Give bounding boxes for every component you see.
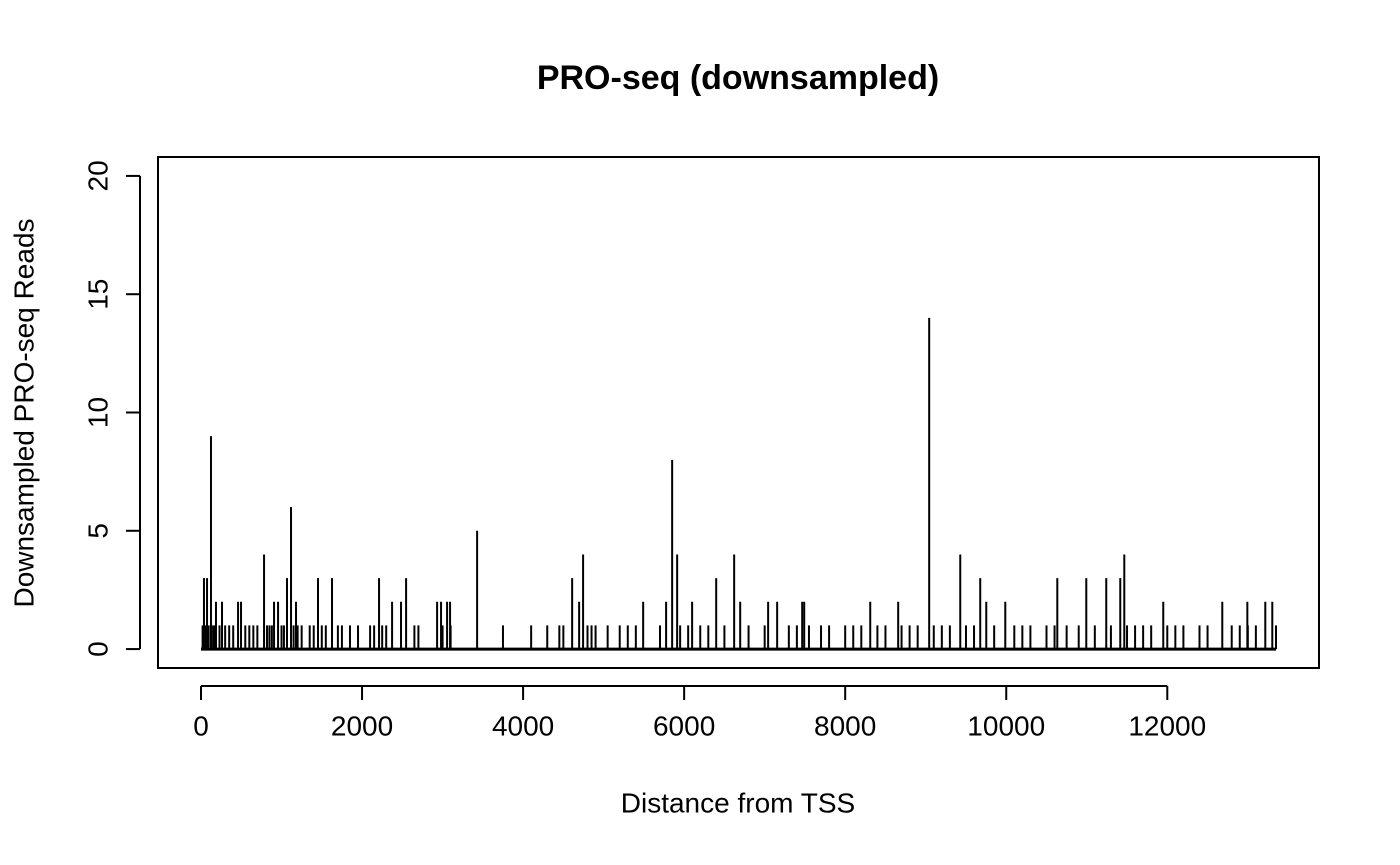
x-tick-label: 10000	[967, 710, 1045, 741]
x-axis-label: Distance from TSS	[621, 787, 855, 818]
x-tick-label: 8000	[814, 710, 876, 741]
chart-title: PRO-seq (downsampled)	[537, 59, 939, 97]
y-tick-label: 20	[82, 160, 113, 191]
x-tick-label: 6000	[653, 710, 715, 741]
y-axis-label: Downsampled PRO-seq Reads	[8, 218, 39, 607]
y-tick-label: 5	[82, 523, 113, 539]
x-tick-label: 2000	[331, 710, 393, 741]
y-tick-label: 15	[82, 279, 113, 310]
plot-frame	[157, 156, 1320, 669]
y-tick-label: 0	[82, 641, 113, 657]
x-tick-label: 4000	[492, 710, 554, 741]
x-tick-label: 12000	[1128, 710, 1206, 741]
x-tick-label: 0	[193, 710, 209, 741]
y-tick-label: 10	[82, 397, 113, 428]
